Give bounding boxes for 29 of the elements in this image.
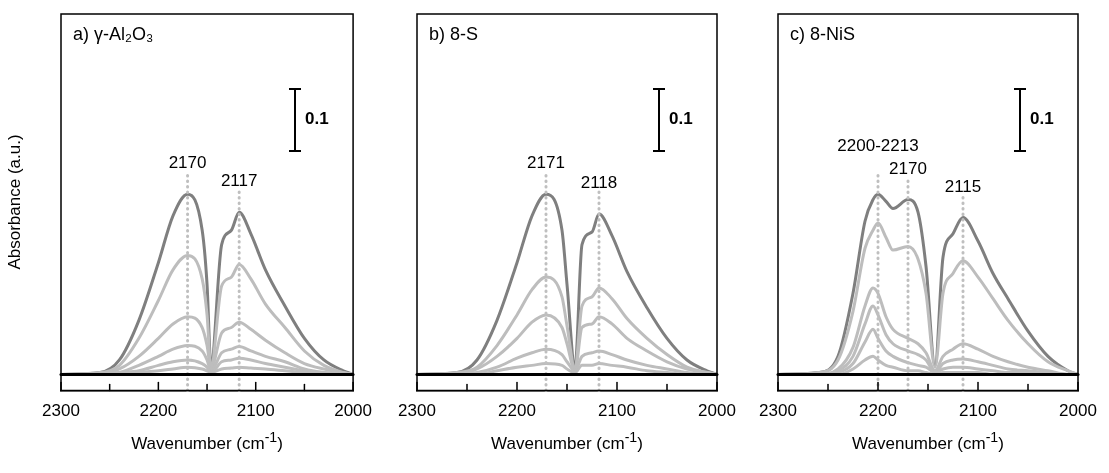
x-axis-title: Wavenumber (cm$^{-1}$) [852,428,1004,454]
x-tick-label: 2100 [959,401,997,421]
x-tick-label: 2000 [1059,401,1097,421]
ref-line-label: 2170 [889,158,927,178]
x-axis-title: Wavenumber (cm$^{-1}$) [491,428,643,454]
text: 0.1 [305,109,329,129]
x-tick-label: 2200 [859,401,897,421]
ref-line-label: 2115 [944,176,982,196]
chart-title: a) γ-Al₂O₃ [73,24,154,45]
text: 0.1 [1030,109,1054,129]
chart-title: b) 8-S [429,24,479,45]
x-tick-label: 2300 [759,401,797,421]
x-tick-label: 2000 [698,401,736,421]
ref-line-label: 2117 [220,171,258,191]
x-tick-label: 2100 [236,401,275,421]
x-tick-label: 2100 [598,401,636,421]
x-axis-title: Wavenumber (cm$^{-1}$) [131,428,283,454]
chart-title: c) 8-NiS [790,24,856,45]
ref-line-label: 2170 [168,153,207,173]
ref-line-label: 2118 [580,173,618,193]
x-tick-label: 2200 [498,401,536,421]
ref-line-label: 2171 [527,153,565,173]
x-tick-label: 2300 [398,401,436,421]
x-tick-label: 2200 [139,401,178,421]
x-tick-label: 2000 [334,401,372,421]
x-tick-label: 2300 [42,401,80,421]
text: 0.1 [669,109,693,129]
ref-line-label: 2200-2213 [837,135,919,155]
y-axis-title: Absorbance (a.u.) [5,134,25,270]
